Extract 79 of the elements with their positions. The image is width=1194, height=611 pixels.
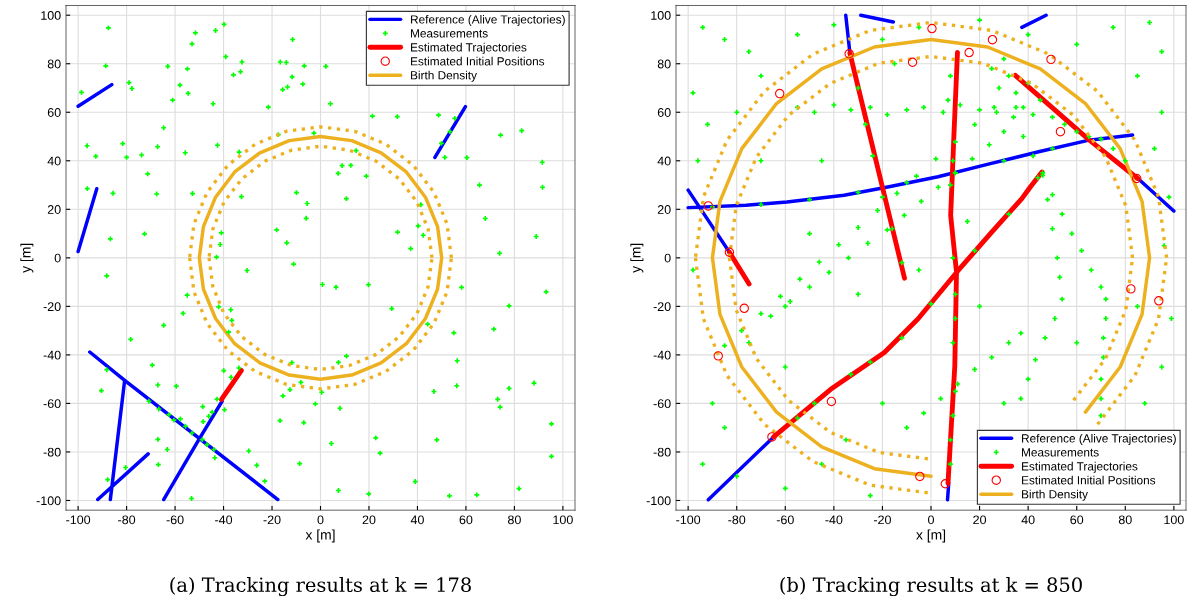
y-tick-label: -20: [653, 302, 671, 312]
point: [844, 49, 854, 59]
x-tick-label: 60: [459, 515, 473, 525]
point: [767, 432, 777, 442]
y-axis-title: y [m]: [20, 243, 34, 273]
point: [724, 247, 735, 257]
y-tick-label: -60: [43, 399, 61, 409]
legend-label: Estimated Trajectories: [411, 42, 527, 54]
y-tick-label: -80: [653, 447, 671, 457]
y-axis-title: y [m]: [630, 243, 644, 273]
legend-label: Measurements: [1022, 448, 1099, 457]
y-tick-label: -80: [43, 447, 61, 457]
y-tick-label: 40: [657, 156, 671, 166]
x-axis-title: x [m]: [916, 529, 946, 543]
y-tick-label: 40: [47, 156, 61, 166]
x-tick-label: 0: [317, 515, 324, 525]
point: [1126, 284, 1136, 294]
point: [1154, 296, 1164, 306]
y-tick-label: 100: [41, 11, 61, 20]
point: [713, 351, 723, 361]
legend-label: Reference (Alive Trajectories): [1022, 433, 1176, 445]
x-tick-label: 80: [508, 515, 521, 525]
y-tick-label: 60: [47, 108, 61, 117]
point: [1131, 173, 1142, 184]
x-tick-label: 20: [362, 515, 376, 525]
x-tick-label: 60: [1070, 515, 1084, 525]
x-tick-label: -40: [825, 515, 843, 525]
y-tick-label: -60: [653, 399, 671, 409]
x-tick-label: -100: [66, 515, 91, 525]
y-tick-label: 0: [664, 253, 671, 263]
point: [940, 479, 951, 489]
point: [987, 34, 998, 45]
point: [703, 201, 714, 211]
legend-label: Reference (Alive Trajectories): [411, 14, 565, 26]
point: [1055, 126, 1066, 137]
legend-label: Estimated Initial Positions: [411, 56, 545, 66]
x-tick-label: 100: [1164, 515, 1184, 525]
y-tick-label: 20: [657, 205, 671, 214]
x-tick-label: 100: [553, 515, 573, 525]
point: [915, 471, 925, 482]
legend-label: Birth Density: [411, 70, 477, 82]
x-tick-label: -60: [166, 515, 184, 525]
x-tick-label: 80: [1118, 515, 1132, 525]
point: [1046, 54, 1056, 65]
x-tick-label: -40: [215, 515, 233, 525]
point: [964, 47, 974, 58]
point: [826, 396, 837, 407]
legend-label: Measurements: [411, 29, 488, 38]
point: [739, 303, 749, 314]
point: [774, 88, 785, 99]
point: [927, 23, 937, 34]
x-tick-label: -80: [118, 515, 136, 525]
y-tick-label: 20: [47, 205, 61, 214]
text: (a) Tracking results at k = 178: [170, 577, 471, 597]
point: [907, 57, 918, 67]
x-tick-label: -100: [676, 515, 701, 525]
y-tick-label: 80: [657, 59, 671, 69]
y-tick-label: -100: [36, 496, 61, 506]
y-tick-label: 0: [54, 253, 61, 263]
text: (b) Tracking results at k = 850: [780, 577, 1082, 597]
y-tick-label: -100: [646, 496, 671, 506]
y-tick-label: 100: [651, 11, 671, 20]
x-tick-label: -80: [728, 515, 746, 525]
y-tick-label: 60: [657, 108, 671, 117]
y-tick-label: -20: [43, 302, 61, 312]
x-tick-label: 40: [1021, 515, 1035, 525]
legend-label: Estimated Trajectories: [1022, 461, 1138, 473]
x-tick-label: 40: [410, 515, 424, 525]
x-tick-label: -60: [776, 515, 794, 525]
x-tick-label: -20: [873, 515, 891, 525]
x-tick-label: 20: [973, 515, 987, 525]
y-tick-label: -40: [653, 350, 671, 360]
x-tick-label: 0: [928, 515, 934, 525]
y-tick-label: -40: [43, 350, 61, 360]
legend-label: Birth Density: [1022, 489, 1088, 501]
x-tick-label: -20: [263, 515, 281, 525]
y-tick-label: 80: [47, 59, 61, 69]
x-axis-title: x [m]: [305, 529, 335, 543]
legend-label: Estimated Initial Positions: [1022, 475, 1156, 485]
